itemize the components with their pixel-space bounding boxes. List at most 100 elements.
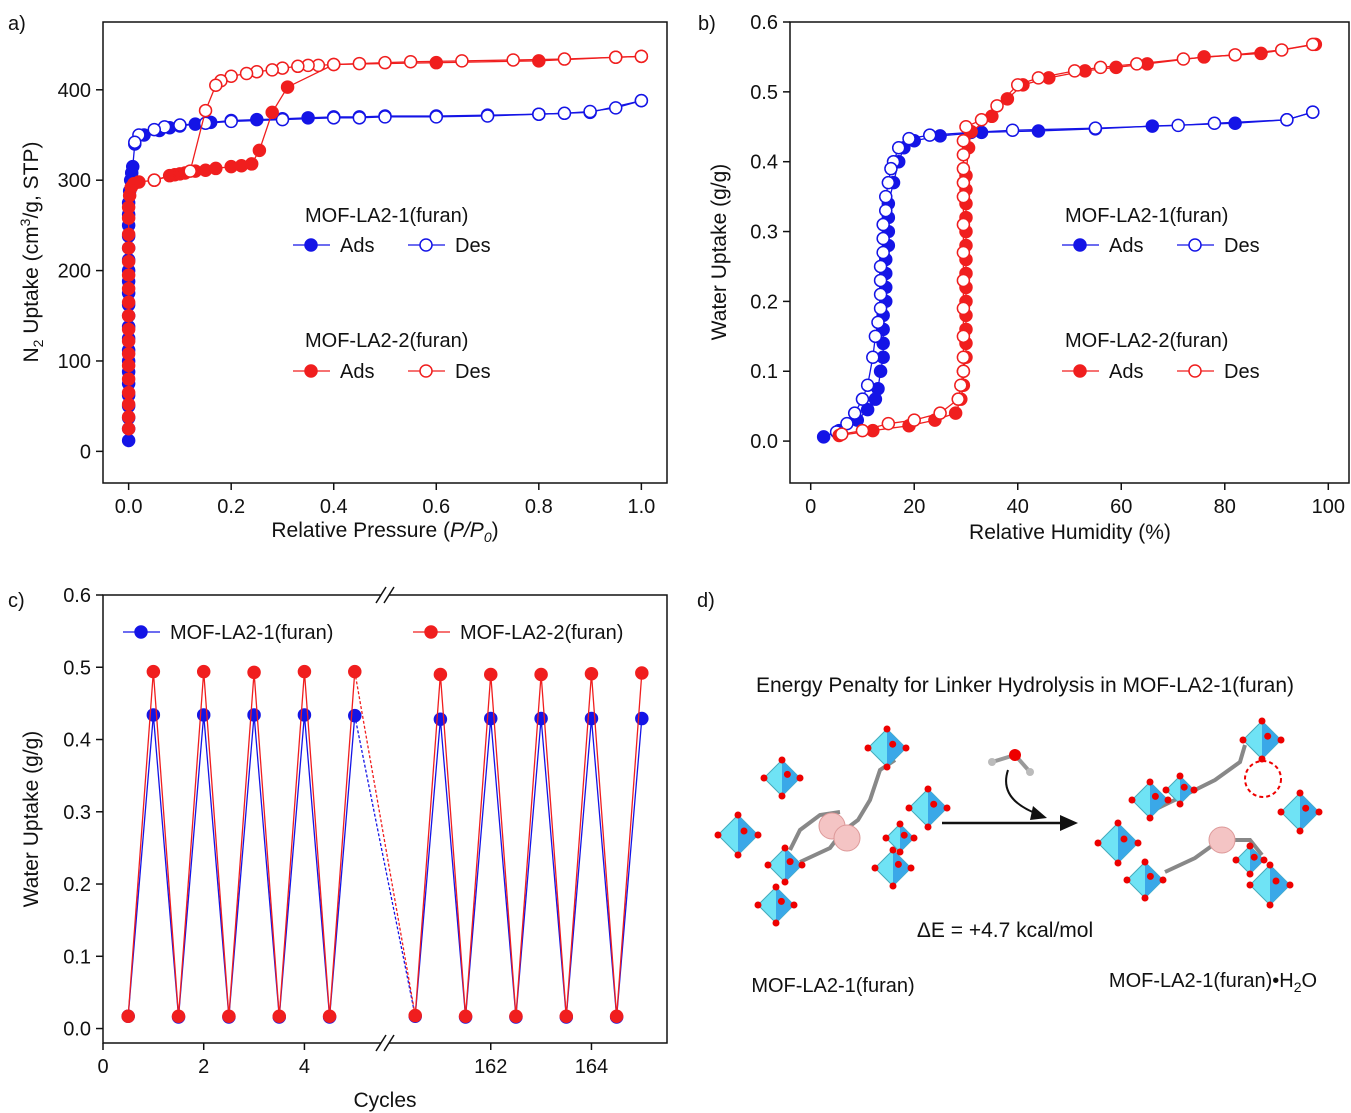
legend-marker bbox=[304, 364, 318, 378]
legend-label: MOF-LA2-2(furan) bbox=[460, 622, 623, 644]
x-tick-label: 4 bbox=[299, 1056, 310, 1078]
oxygen bbox=[882, 834, 890, 842]
x-tick-label: 60 bbox=[1110, 496, 1132, 518]
octahedron-face bbox=[1150, 782, 1168, 818]
label-part: 2 bbox=[1294, 979, 1302, 995]
x-tick-label: 0.2 bbox=[217, 496, 245, 518]
linker bbox=[1149, 744, 1247, 814]
data-point bbox=[1306, 105, 1320, 119]
oxygen bbox=[1264, 732, 1272, 740]
x-axis-label: Cycles bbox=[353, 1089, 416, 1112]
y-tick-label: 0.0 bbox=[63, 1019, 91, 1041]
legend-marker bbox=[419, 364, 433, 378]
oxygen bbox=[1258, 755, 1266, 763]
axis-break-mark bbox=[383, 1034, 395, 1052]
oxygen bbox=[943, 804, 951, 812]
legend-label: Ads bbox=[1109, 361, 1143, 383]
series-line-break bbox=[354, 715, 416, 1017]
legend-label: Ads bbox=[340, 361, 374, 383]
oxygen bbox=[796, 774, 804, 782]
oxygen bbox=[1296, 827, 1304, 835]
x-tick-label: 0.6 bbox=[422, 496, 450, 518]
oxygen bbox=[1114, 819, 1122, 827]
data-point bbox=[275, 112, 290, 127]
legend-label: Des bbox=[1224, 235, 1260, 257]
data-point bbox=[879, 203, 893, 218]
water-o bbox=[1009, 749, 1021, 761]
data-point bbox=[855, 423, 870, 438]
x-tick-label: 100 bbox=[1312, 496, 1345, 518]
data-point bbox=[609, 1009, 624, 1024]
data-point bbox=[876, 217, 890, 232]
data-point bbox=[956, 161, 971, 176]
data-point bbox=[252, 143, 267, 158]
octahedron-face bbox=[1300, 793, 1319, 831]
diagram-title: Energy Penalty for Linker Hydrolysis in … bbox=[756, 674, 1294, 697]
data-point bbox=[301, 111, 315, 125]
x-tick-label: 0 bbox=[805, 496, 816, 518]
label-part: 2 bbox=[30, 339, 46, 347]
linker bbox=[799, 758, 897, 864]
oxygen bbox=[889, 882, 897, 890]
panel-label: b) bbox=[698, 13, 716, 35]
data-point bbox=[403, 55, 418, 69]
data-point bbox=[956, 245, 971, 260]
oxygen bbox=[734, 851, 742, 859]
data-point bbox=[125, 159, 140, 174]
data-point bbox=[871, 315, 885, 330]
data-point bbox=[873, 301, 888, 316]
data-point bbox=[879, 189, 893, 204]
data-point bbox=[128, 135, 142, 149]
data-point bbox=[1088, 121, 1103, 135]
data-point bbox=[1280, 113, 1294, 127]
x-tick-label: 0.0 bbox=[115, 496, 143, 518]
label-part: 3 bbox=[17, 218, 33, 226]
data-point bbox=[224, 114, 238, 129]
label-part: /g, STP) bbox=[20, 142, 43, 219]
data-point bbox=[1254, 46, 1268, 61]
y-tick-label: 0.5 bbox=[63, 657, 91, 679]
x-axis-label: Relative Pressure (P/P0) bbox=[271, 519, 498, 545]
data-point bbox=[1005, 123, 1020, 138]
y-tick-label: 0.3 bbox=[750, 222, 778, 244]
data-point bbox=[247, 665, 261, 680]
y-tick-label: 0.4 bbox=[63, 730, 91, 752]
oxygen bbox=[907, 864, 915, 872]
oxygen bbox=[883, 763, 891, 771]
octahedron-face bbox=[1262, 721, 1281, 759]
x-tick-label: 164 bbox=[575, 1056, 608, 1078]
octahedron-face bbox=[1145, 862, 1163, 898]
octahedron-face bbox=[887, 729, 906, 767]
axis-break-gap bbox=[381, 592, 389, 598]
octahedron-face bbox=[738, 815, 758, 855]
data-point bbox=[884, 161, 898, 176]
oxygen bbox=[778, 792, 786, 800]
arrow-head bbox=[1060, 815, 1078, 831]
x-tick-label: 1.0 bbox=[627, 496, 655, 518]
oxygen bbox=[1315, 808, 1323, 816]
x-tick-label: 20 bbox=[903, 496, 925, 518]
data-point bbox=[455, 54, 469, 68]
legend-marker bbox=[1188, 364, 1202, 378]
furan-ring bbox=[833, 824, 861, 852]
y-tick-label: 300 bbox=[58, 170, 91, 192]
data-point bbox=[956, 175, 971, 190]
data-point bbox=[484, 667, 498, 682]
octahedron-face bbox=[782, 760, 800, 796]
oxygen bbox=[1134, 839, 1142, 847]
oxygen bbox=[1164, 796, 1172, 804]
data-point bbox=[1306, 37, 1320, 52]
data-point bbox=[873, 259, 888, 274]
data-point bbox=[956, 133, 971, 148]
oxygen bbox=[740, 827, 748, 835]
y-tick-label: 400 bbox=[58, 80, 91, 102]
legend-marker bbox=[1073, 238, 1087, 252]
data-point bbox=[272, 1009, 286, 1024]
data-point bbox=[196, 664, 211, 679]
x-axis-label: Relative Humidity (%) bbox=[969, 521, 1171, 544]
data-point bbox=[378, 110, 392, 124]
oxygen bbox=[781, 844, 789, 852]
data-point bbox=[121, 322, 136, 337]
label-part: ) bbox=[492, 519, 499, 542]
data-point bbox=[584, 667, 599, 681]
